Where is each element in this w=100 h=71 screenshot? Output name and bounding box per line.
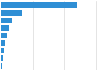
- Bar: [1, 63, 2, 69]
- Bar: [1, 33, 7, 38]
- Bar: [1, 55, 3, 61]
- Bar: [1, 25, 9, 31]
- Bar: [1, 40, 5, 46]
- Bar: [1, 48, 4, 53]
- Bar: [1, 18, 12, 23]
- Bar: [1, 10, 22, 16]
- Bar: [1, 2, 77, 8]
